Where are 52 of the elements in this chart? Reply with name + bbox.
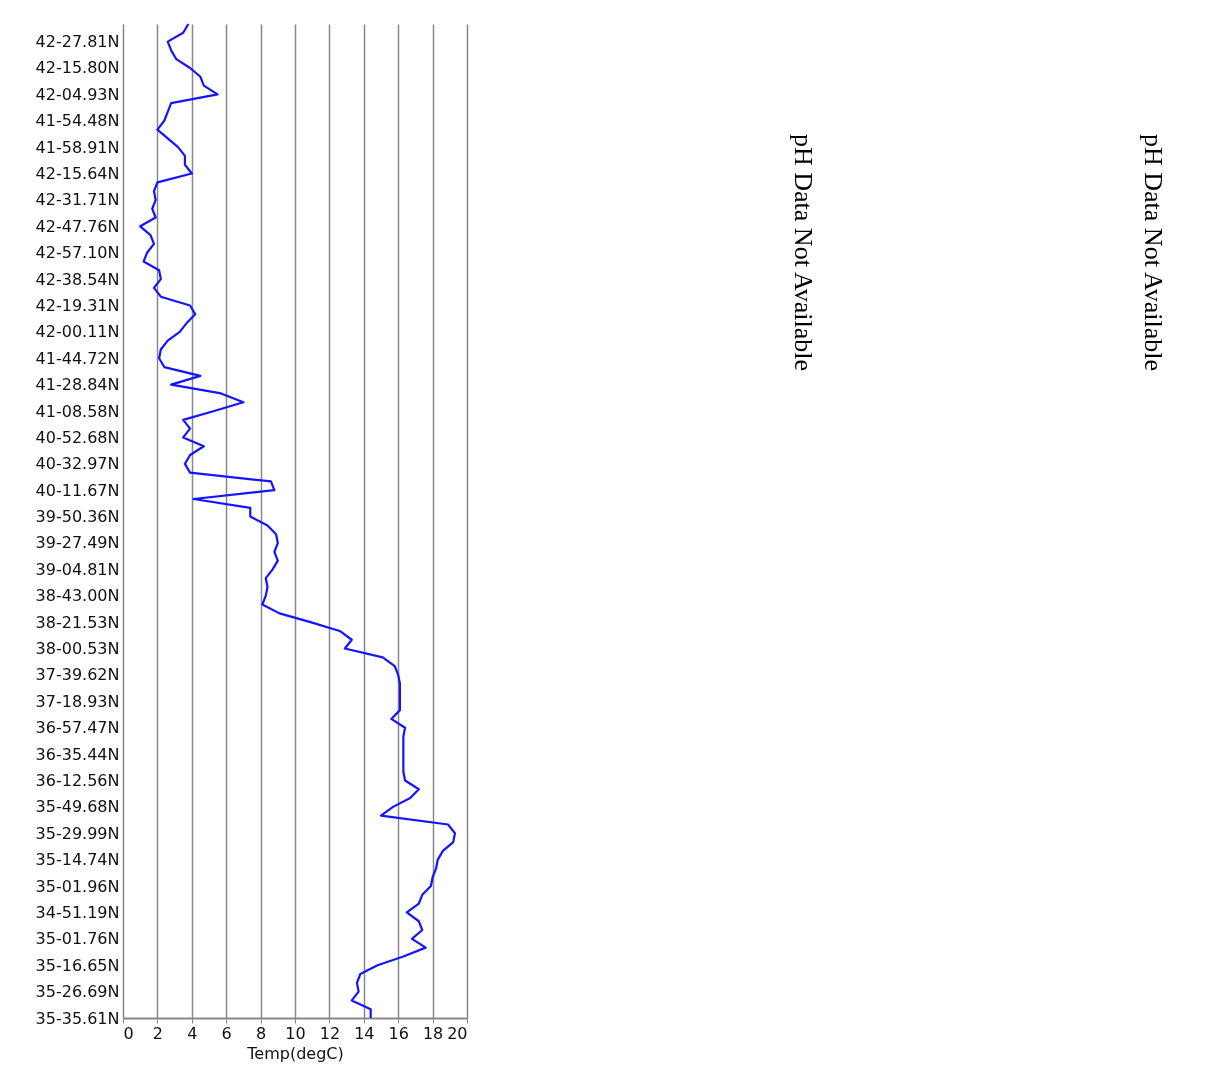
x-tick-label: 20 <box>447 1023 468 1043</box>
x-axis-title: Temp(degC) <box>246 1043 344 1063</box>
y-tick-label: 40-52.68N <box>35 427 120 447</box>
y-tick-label: 41-08.58N <box>35 401 120 421</box>
y-tick-label: 39-27.49N <box>35 533 120 553</box>
y-tick-label: 41-54.48N <box>35 111 120 131</box>
y-tick-label: 35-26.69N <box>35 982 120 1002</box>
y-tick-label: 38-00.53N <box>35 639 120 659</box>
x-tick-label: 18 <box>422 1023 444 1043</box>
y-tick-label: 35-35.61N <box>35 1008 120 1028</box>
y-tick-label: 39-50.36N <box>35 507 120 527</box>
y-tick-label: 37-18.93N <box>35 691 120 711</box>
y-tick-label: 36-12.56N <box>35 771 120 790</box>
y-tick-label: 40-32.97N <box>35 454 120 474</box>
y-tick-label: 36-35.44N <box>35 744 120 764</box>
y-tick-label: 35-16.65N <box>35 955 120 975</box>
y-tick-label: 42-19.31N <box>35 295 120 315</box>
y-tick-label: 40-11.67N <box>35 480 120 500</box>
x-tick-label: 8 <box>256 1023 267 1043</box>
x-tick-label: 4 <box>187 1023 198 1043</box>
text: pH Data Not Available <box>789 134 818 372</box>
y-tick-label: 35-29.99N <box>35 823 120 843</box>
x-tick-label: 14 <box>354 1023 375 1043</box>
y-tick-label: 38-21.53N <box>35 612 120 632</box>
x-tick-label: 0 <box>123 1023 134 1043</box>
x-tick-label: 2 <box>152 1023 163 1043</box>
y-tick-label: 37-39.62N <box>35 665 120 685</box>
y-tick-label: 35-01.96N <box>35 876 120 896</box>
y-tick-label: 35-01.76N <box>35 929 120 949</box>
y-tick-label: 41-28.84N <box>35 375 120 395</box>
y-tick-label: 41-44.72N <box>35 348 120 368</box>
text: pH Data Not Available <box>1139 134 1168 372</box>
y-tick-label: 36-57.47N <box>35 718 120 738</box>
y-tick-label: 42-00.11N <box>35 322 120 342</box>
y-tick-label: 42-04.93N <box>35 84 120 104</box>
y-tick-label: 35-49.68N <box>35 797 120 817</box>
y-tick-label: 41-58.91N <box>35 137 120 157</box>
y-tick-label: 42-31.71N <box>35 190 120 210</box>
y-tick-label: 42-47.76N <box>35 216 120 236</box>
x-tick-label: 12 <box>319 1023 341 1043</box>
y-tick-label: 34-51.19N <box>35 902 120 922</box>
y-tick-label: 42-15.80N <box>35 58 120 78</box>
y-tick-label: 38-43.00N <box>35 586 120 606</box>
x-tick-label: 10 <box>285 1023 306 1043</box>
y-tick-label: 42-27.81N <box>35 32 120 52</box>
y-tick-label: 39-04.81N <box>35 559 120 579</box>
y-tick-label: 42-15.64N <box>35 164 120 184</box>
x-tick-label: 6 <box>221 1023 232 1043</box>
y-tick-label: 42-38.54N <box>35 269 120 289</box>
y-tick-label: 42-57.10N <box>35 243 120 263</box>
y-tick-label: 35-14.74N <box>35 850 120 870</box>
x-tick-label: 16 <box>388 1023 409 1043</box>
